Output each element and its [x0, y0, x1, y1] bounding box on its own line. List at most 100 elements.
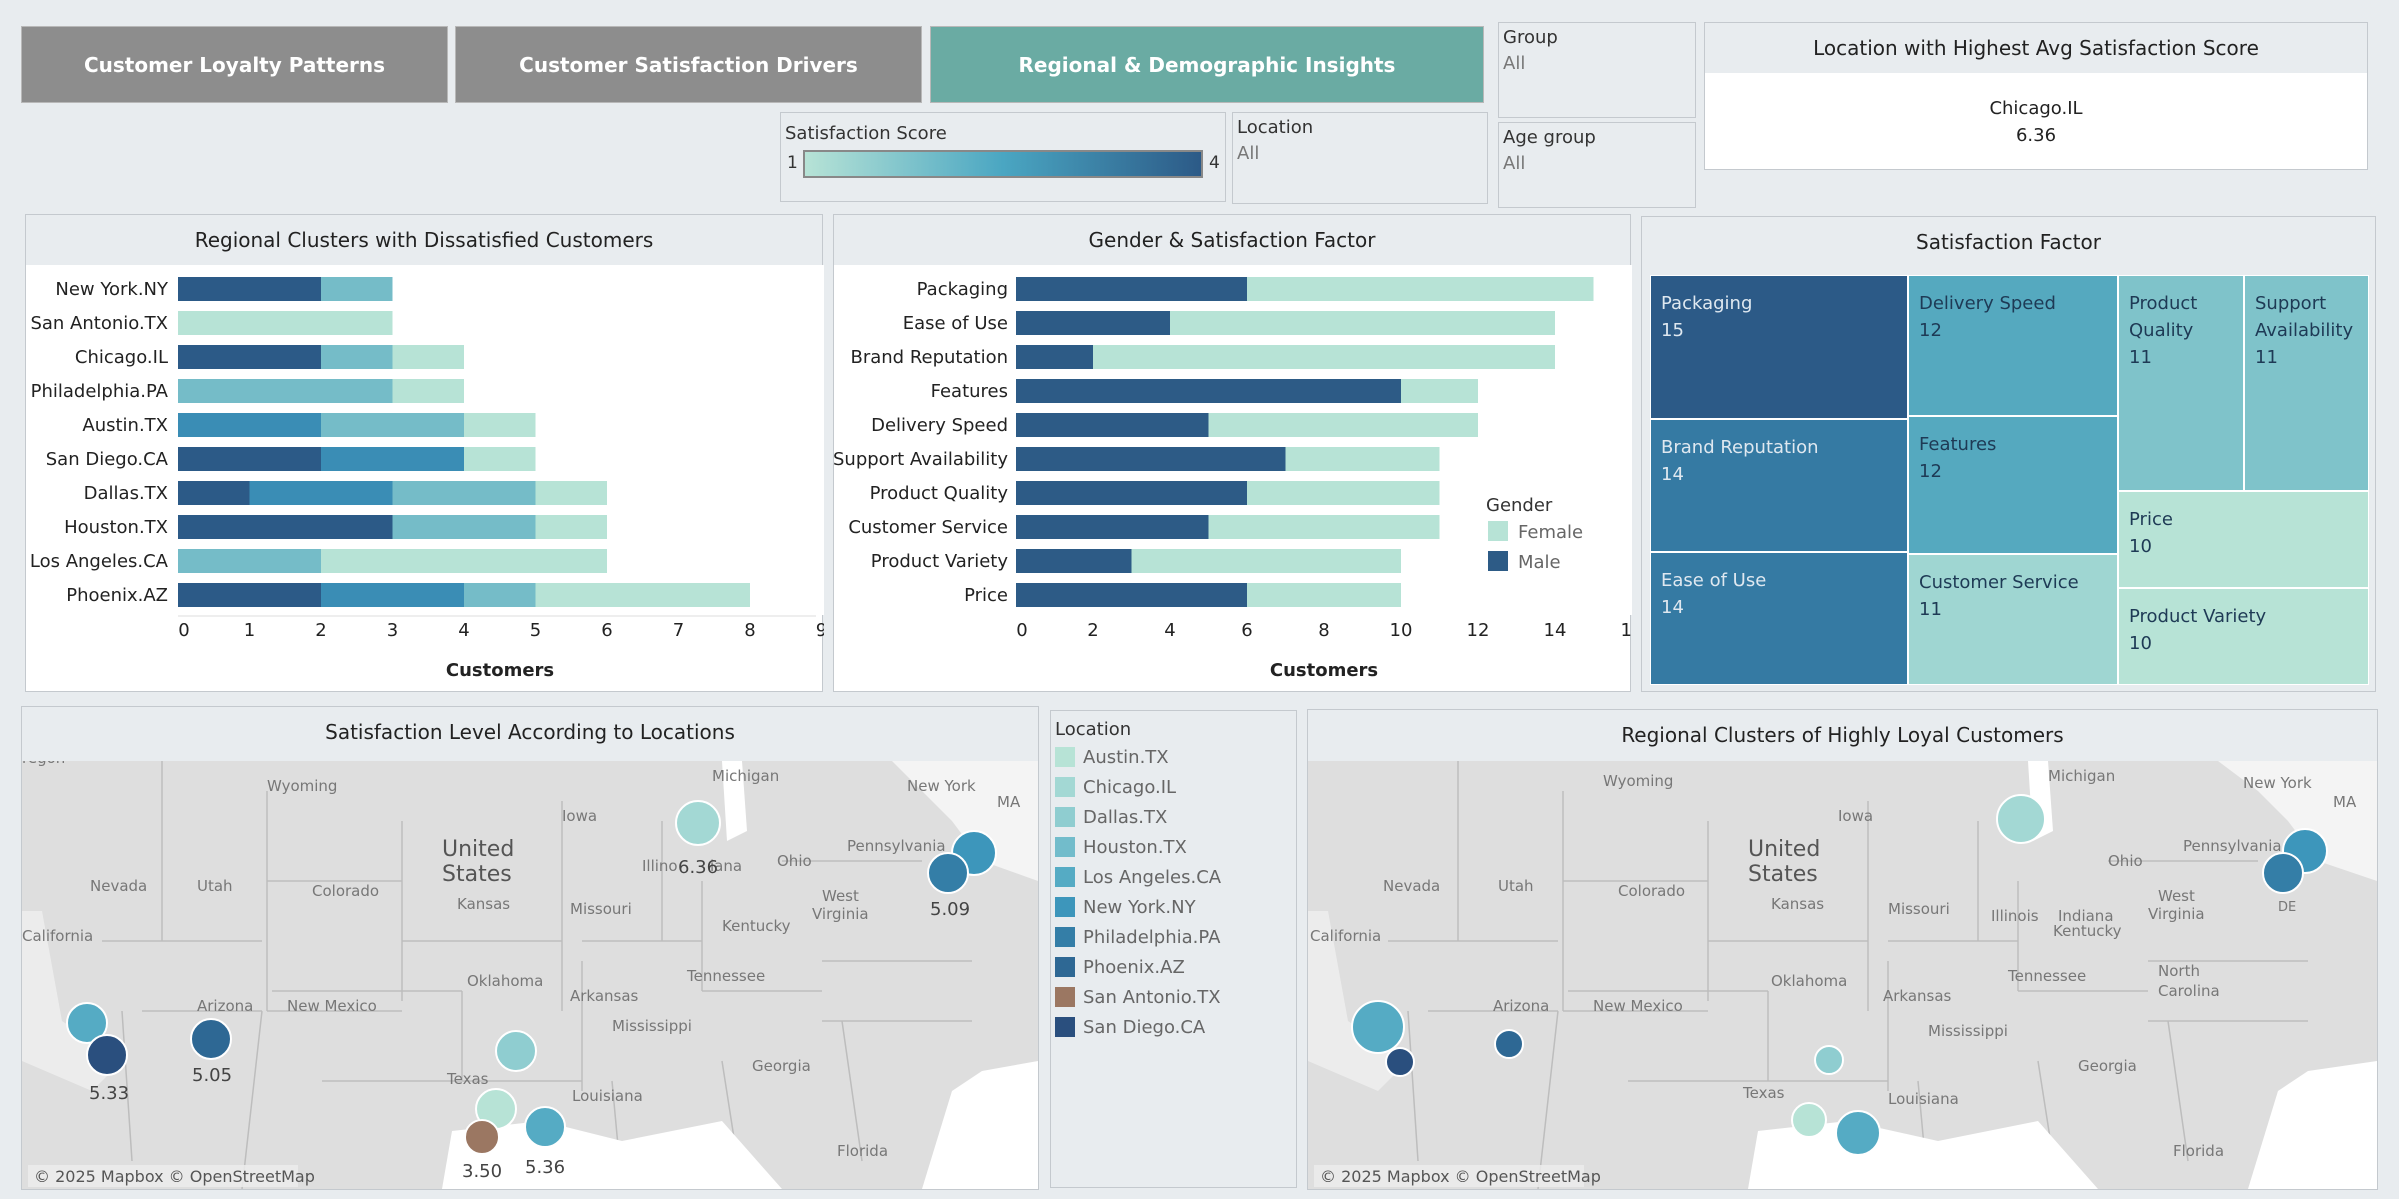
- legend-item[interactable]: Austin.TX: [1055, 745, 1169, 769]
- bar-female[interactable]: [1208, 413, 1479, 437]
- bar-segment[interactable]: [178, 583, 321, 607]
- bar-female[interactable]: [1401, 379, 1478, 403]
- marker-san-antonio[interactable]: [464, 1119, 500, 1155]
- age-group-filter[interactable]: Age group All: [1498, 122, 1696, 208]
- bar-male[interactable]: [1016, 277, 1247, 301]
- marker-san-diego[interactable]: [1385, 1047, 1415, 1077]
- tab-customer-satisfaction-drivers[interactable]: Customer Satisfaction Drivers: [455, 26, 922, 103]
- bar-segment[interactable]: [178, 413, 321, 437]
- bar-female[interactable]: [1247, 277, 1594, 301]
- bar-female[interactable]: [1247, 583, 1401, 607]
- legend-item[interactable]: Los Angeles.CA: [1055, 865, 1221, 889]
- marker-philadelphia[interactable]: [2262, 852, 2304, 894]
- bar-segment[interactable]: [321, 549, 607, 573]
- legend-item[interactable]: Houston.TX: [1055, 835, 1187, 859]
- bar-segment[interactable]: [464, 447, 536, 471]
- bar-female[interactable]: [1170, 311, 1555, 335]
- bar-female[interactable]: [1208, 515, 1440, 539]
- bar-female[interactable]: [1131, 549, 1402, 573]
- bar-segment[interactable]: [392, 345, 465, 369]
- treemap-cell-product-variety[interactable]: Product Variety 10: [2118, 588, 2369, 685]
- bar-segment[interactable]: [535, 583, 751, 607]
- tab-regional-demographic-insights[interactable]: Regional & Demographic Insights: [930, 26, 1484, 103]
- legend-item[interactable]: Phoenix.AZ: [1055, 955, 1185, 979]
- bar-segment[interactable]: [178, 481, 250, 505]
- legend-item[interactable]: San Diego.CA: [1055, 1015, 1205, 1039]
- bar-male[interactable]: [1016, 481, 1247, 505]
- marker-dallas[interactable]: [495, 1030, 537, 1072]
- bar-segment[interactable]: [321, 583, 464, 607]
- bar-segment[interactable]: [178, 277, 321, 301]
- bar-segment[interactable]: [535, 481, 608, 505]
- satisfaction-score-filter[interactable]: Satisfaction Score 1 4: [780, 112, 1226, 202]
- bar-male[interactable]: [1016, 345, 1093, 369]
- age-group-filter-label: Age group: [1503, 127, 1596, 148]
- legend-item[interactable]: San Antonio.TX: [1055, 985, 1221, 1009]
- bar-segment[interactable]: [535, 515, 608, 539]
- tab-customer-loyalty-patterns[interactable]: Customer Loyalty Patterns: [21, 26, 448, 103]
- marker-philadelphia[interactable]: [927, 852, 969, 894]
- bar-female[interactable]: [1093, 345, 1555, 369]
- marker-phoenix[interactable]: [1494, 1029, 1524, 1059]
- marker-los-angeles[interactable]: [66, 1002, 108, 1044]
- marker-dallas[interactable]: [1814, 1045, 1844, 1075]
- treemap-cell-packaging[interactable]: Packaging 15: [1650, 275, 1908, 419]
- marker-houston[interactable]: [524, 1106, 566, 1148]
- location-filter-value[interactable]: All: [1237, 143, 1260, 164]
- marker-san-diego[interactable]: [86, 1034, 128, 1076]
- bar-segment[interactable]: [321, 345, 393, 369]
- legend-item[interactable]: Dallas.TX: [1055, 805, 1167, 829]
- bar-male[interactable]: [1016, 447, 1286, 471]
- marker-los-angeles[interactable]: [1351, 1000, 1405, 1054]
- location-filter[interactable]: Location All: [1232, 112, 1488, 204]
- marker-chicago[interactable]: [1996, 794, 2046, 844]
- bar-segment[interactable]: [178, 447, 321, 471]
- legend-item[interactable]: New York.NY: [1055, 895, 1196, 919]
- marker-houston[interactable]: [1835, 1110, 1881, 1156]
- bar-segment[interactable]: [392, 515, 536, 539]
- satisfaction-range-slider[interactable]: [803, 150, 1203, 178]
- bar-segment[interactable]: [178, 379, 393, 403]
- bar-male[interactable]: [1016, 583, 1247, 607]
- bar-segment[interactable]: [464, 413, 536, 437]
- treemap-cell-features[interactable]: Features 12: [1908, 416, 2118, 554]
- treemap-cell-customer-service[interactable]: Customer Service 11: [1908, 554, 2118, 685]
- bar-segment[interactable]: [392, 481, 536, 505]
- bar-segment[interactable]: [321, 447, 464, 471]
- bar-segment[interactable]: [178, 549, 321, 573]
- treemap-cell-product-quality[interactable]: Product Quality 11: [2118, 275, 2244, 491]
- bar-segment[interactable]: [392, 379, 465, 403]
- bar-male[interactable]: [1016, 515, 1209, 539]
- treemap-cell-delivery-speed[interactable]: Delivery Speed 12: [1908, 275, 2118, 416]
- treemap-cell-brand-reputation[interactable]: Brand Reputation 14: [1650, 419, 1908, 552]
- treemap-cell-price[interactable]: Price 10: [2118, 491, 2369, 588]
- marker-chicago[interactable]: [675, 800, 721, 846]
- bar-male[interactable]: [1016, 549, 1132, 573]
- bar-segment[interactable]: [178, 515, 393, 539]
- bar-segment[interactable]: [321, 413, 464, 437]
- legend-item[interactable]: Philadelphia.PA: [1055, 925, 1220, 949]
- map-canvas[interactable]: Wyoming Iowa New York MA Michigan Nevada…: [1308, 761, 2377, 1189]
- bar-male[interactable]: [1016, 413, 1209, 437]
- group-filter-value[interactable]: All: [1503, 53, 1526, 74]
- bar-segment[interactable]: [178, 311, 393, 335]
- marker-austin[interactable]: [1791, 1102, 1827, 1138]
- bar-segment[interactable]: [249, 481, 393, 505]
- bar-segment[interactable]: [321, 277, 393, 301]
- bar-female[interactable]: [1285, 447, 1440, 471]
- legend-swatch[interactable]: [1488, 551, 1508, 571]
- bar-segment[interactable]: [464, 583, 536, 607]
- geo-label: California: [22, 927, 93, 945]
- legend-item[interactable]: Chicago.IL: [1055, 775, 1176, 799]
- marker-phoenix[interactable]: [190, 1018, 232, 1060]
- treemap-cell-support-availability[interactable]: Support Availability 11: [2244, 275, 2369, 491]
- map-canvas[interactable]: Wyoming Iowa New York MA Michigan regon …: [22, 761, 1038, 1189]
- legend-swatch[interactable]: [1488, 521, 1508, 541]
- treemap-cell-ease-of-use[interactable]: Ease of Use 14: [1650, 552, 1908, 685]
- age-group-filter-value[interactable]: All: [1503, 153, 1526, 174]
- bar-male[interactable]: [1016, 311, 1170, 335]
- bar-segment[interactable]: [178, 345, 321, 369]
- group-filter[interactable]: Group All: [1498, 22, 1696, 118]
- bar-male[interactable]: [1016, 379, 1401, 403]
- bar-female[interactable]: [1247, 481, 1440, 505]
